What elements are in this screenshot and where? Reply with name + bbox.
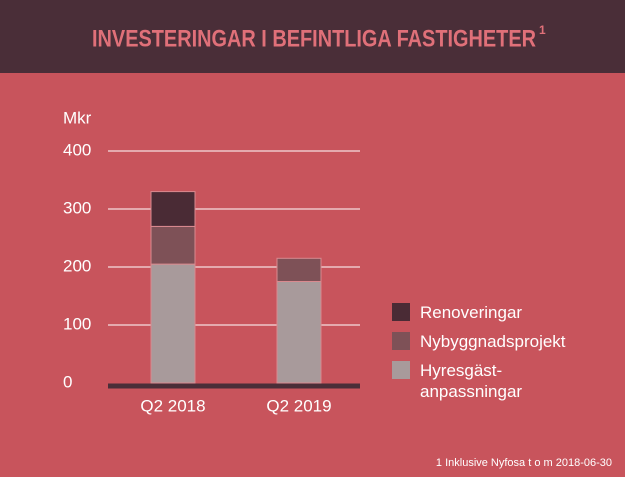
bar-segment — [276, 281, 322, 384]
legend-item: Nybyggnadsprojekt — [392, 331, 602, 352]
legend-item: Renoveringar — [392, 302, 602, 323]
legend: Renoveringar Nybyggnadsprojekt Hyresgäst-a… — [392, 302, 602, 410]
y-tick-label: 300 — [63, 198, 91, 217]
y-tick-label: 200 — [63, 256, 91, 275]
y-tick-label: 0 — [63, 372, 72, 391]
footnote: 1 Inklusive Nyfosa t o m 2018-06-30 — [436, 457, 612, 469]
y-axis-label: Mkr — [63, 108, 92, 127]
bar-segment — [150, 191, 196, 227]
bar-segment — [150, 225, 196, 265]
title-band — [0, 0, 625, 73]
legend-swatch — [392, 303, 410, 321]
y-tick-label: 100 — [63, 314, 91, 333]
legend-label: Nybyggnadsprojekt — [420, 332, 566, 351]
bar-segment — [150, 263, 196, 384]
legend-item: Hyresgäst-anpassningar — [392, 360, 602, 402]
title-superscript: 1 — [539, 23, 546, 37]
legend-label: Hyresgäst-anpassningar — [420, 361, 523, 401]
legend-swatch — [392, 361, 410, 379]
y-tick-label: 400 — [63, 140, 91, 159]
chart-title: INVESTERINGAR I BEFINTLIGA FASTIGHETER — [92, 25, 536, 52]
legend-label: Renoveringar — [420, 303, 523, 322]
legend-swatch — [392, 332, 410, 350]
x-tick-label: Q2 2018 — [140, 396, 205, 415]
bar-segment — [276, 257, 322, 282]
x-tick-label: Q2 2019 — [266, 396, 331, 415]
